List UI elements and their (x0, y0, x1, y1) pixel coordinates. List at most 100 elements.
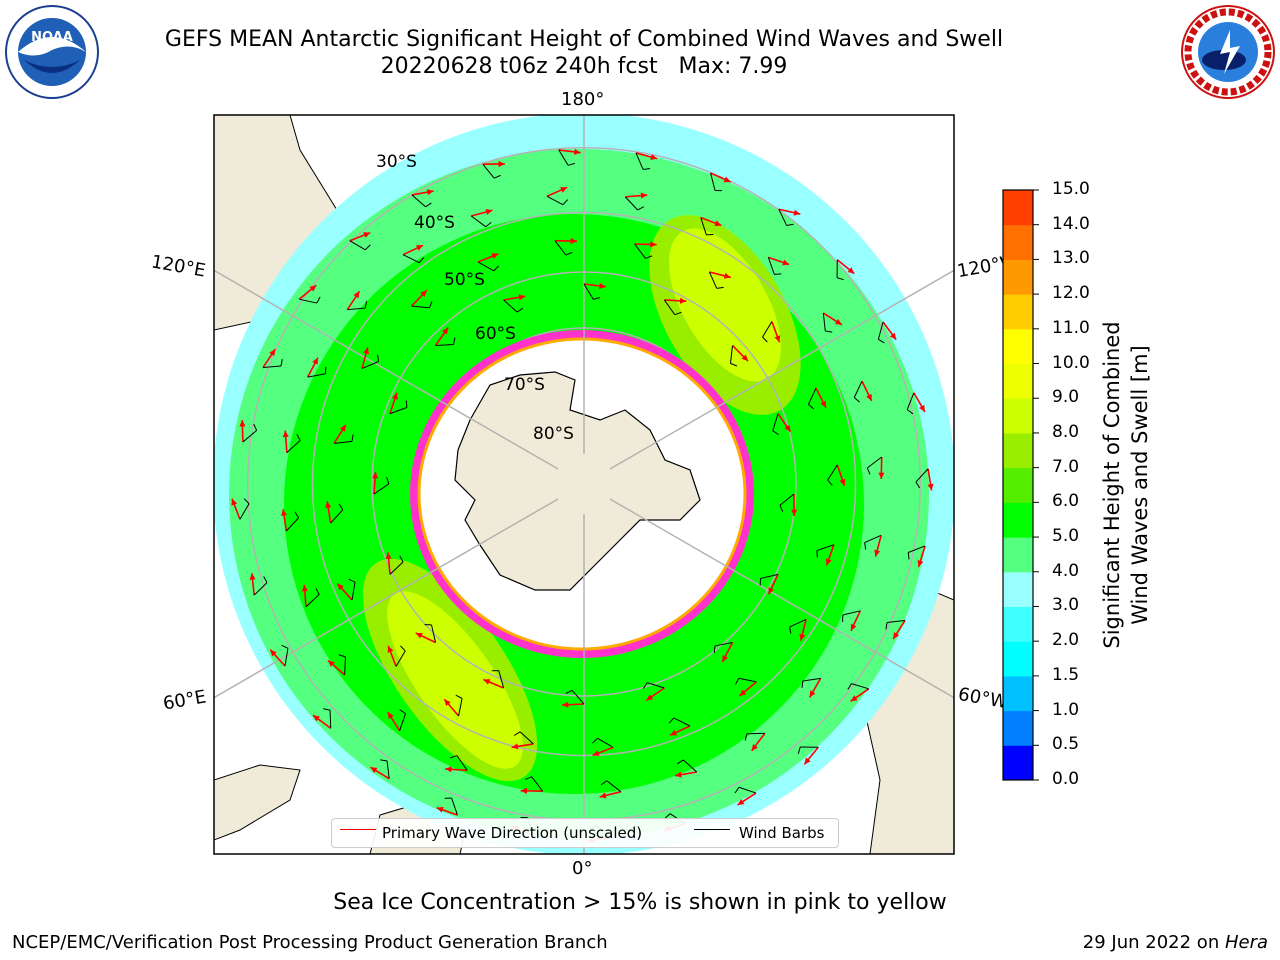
lat-label-50s: 50°S (444, 270, 485, 290)
wave-arrow-53 (624, 192, 648, 211)
wind-barb-staff (284, 648, 289, 667)
wind-barb-staff (470, 215, 486, 228)
footer-credit: NCEP/EMC/Verification Post Processing Pr… (12, 932, 608, 953)
wind-barb-staff (647, 682, 665, 689)
wind-barb-flag (713, 645, 716, 653)
wave-arrow-head (363, 232, 371, 238)
chart-title: GEFS MEAN Antarctic Significant Height o… (164, 27, 1004, 52)
lon-line-120 (214, 269, 559, 470)
wind-barb-staff (767, 257, 775, 275)
wave-arrow-38 (744, 732, 766, 752)
wind-barb-flag (399, 709, 406, 715)
wave-arrow-12 (583, 282, 606, 300)
wind-barb-staff (842, 610, 861, 616)
wave-arrow-31 (634, 241, 657, 259)
wind-barb-staff (389, 407, 408, 415)
wave-arrow-head (280, 509, 288, 516)
wave-arrow-11 (503, 294, 526, 313)
wind-barb-staff (915, 468, 929, 483)
wave-arrow-head (312, 357, 318, 365)
wind-barb-flag (878, 338, 885, 344)
wave-arrow-head (511, 743, 519, 750)
wave-arrow-36 (842, 610, 862, 632)
colorbar-tick-label: 13.0 (1052, 248, 1090, 269)
wave-arrow-86 (907, 545, 926, 568)
wave-arrow-head (834, 318, 842, 325)
wave-arrow-head (518, 294, 526, 301)
colorbar-tick-label: 11.0 (1052, 317, 1090, 338)
wave-arrow-head (485, 208, 493, 215)
longitude-lines (214, 115, 954, 854)
landmass-2 (214, 764, 301, 841)
wind-barb-legend-label: Wind Barbs (739, 824, 825, 842)
wind-barb-staff (853, 381, 863, 398)
wind-barb-flag (645, 255, 653, 259)
colorbar-tick-label: 1.0 (1052, 699, 1080, 720)
wave-arrow-71 (231, 498, 250, 520)
wave-arrow-head (646, 694, 654, 701)
wind-barb-staff (779, 493, 795, 506)
wave-arrow-head (723, 272, 731, 279)
wave-arrow-77 (482, 160, 505, 179)
wind-barb-staff (708, 271, 718, 289)
wind-barb-staff (351, 582, 356, 600)
wave-arrow-head (385, 552, 392, 560)
wind-barb-staff (624, 196, 639, 211)
wind-barb-staff (458, 698, 463, 717)
wave-arrow-head (793, 209, 801, 216)
wave-arrow-head (799, 633, 806, 641)
wave-direction-legend-label: Primary Wave Direction (unscaled) (382, 824, 643, 842)
wind-barb-staff (802, 677, 821, 682)
lon-label-top: 180° (561, 89, 605, 110)
wind-barb-staff (606, 780, 622, 793)
wind-barb-flag (380, 759, 388, 762)
colorbar-tick-label: 3.0 (1052, 595, 1080, 616)
colorbar-swatch-14 (1003, 259, 1033, 295)
wind-barb-staff (498, 670, 505, 689)
lat-label-30s: 30°S (376, 152, 417, 172)
wind-barb-staff (635, 152, 644, 170)
wind-barb-flag (664, 813, 671, 819)
wave-arrow-head (714, 220, 722, 227)
wave-arrow-16 (816, 544, 835, 566)
wind-barb-flag (386, 477, 390, 485)
wind-barb-staff (519, 731, 534, 745)
wind-barb-staff (389, 561, 404, 575)
wave-arrow-head (436, 806, 444, 813)
wave-arrow-67 (370, 759, 390, 780)
colorbar-swatch-2 (1003, 675, 1033, 712)
wind-barb-flag (716, 286, 724, 289)
noaa-logo-text: NOAA (31, 30, 73, 45)
wave-arrow-head (599, 792, 607, 799)
lon-line-300 (609, 498, 954, 699)
wave-arrow-75 (349, 231, 371, 251)
colorbar-swatch-11 (1003, 363, 1033, 399)
wind-barb-staff (663, 299, 676, 315)
wind-barb-staff (827, 464, 838, 481)
wind-barb-staff (597, 737, 614, 748)
colorbar-tick-label: 8.0 (1052, 421, 1080, 442)
footer-date: 29 Jun 2022 on Hera (1082, 932, 1268, 953)
wind-barb-flag (906, 409, 914, 415)
nws-logo (1181, 5, 1275, 99)
wind-barb-staff (634, 243, 646, 259)
wave-arrow-45 (301, 584, 320, 608)
wave-arrow-33 (762, 321, 781, 343)
colorbar-swatch-12 (1003, 328, 1033, 365)
wave-arrow-head (850, 695, 858, 702)
wind-barb-staff (558, 149, 569, 166)
colorbar (1002, 189, 1039, 781)
wave-arrow-54 (700, 216, 722, 236)
wave-arrow-head (249, 573, 256, 580)
lat-label-80s: 80°S (533, 424, 574, 444)
wind-barb-flag (915, 481, 921, 489)
wind-barb-flag (338, 503, 344, 511)
wind-barb-flag (885, 622, 888, 630)
colorbar-tick-label: 15.0 (1052, 179, 1090, 199)
wave-arrow-head (372, 472, 379, 479)
wind-barb-flag (744, 733, 748, 741)
wave-arrow-head (741, 354, 749, 362)
wave-arrow-24 (336, 578, 356, 601)
wind-barb-staff (451, 797, 458, 816)
wave-arrow-23 (387, 645, 406, 667)
